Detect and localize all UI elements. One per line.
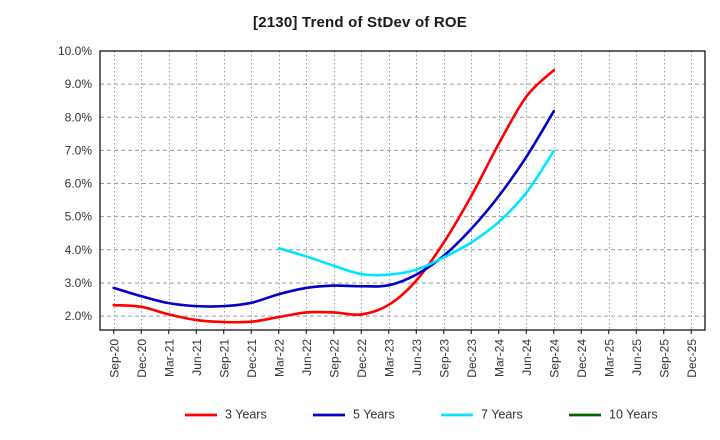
x-tick-label: Mar-22 [272, 339, 286, 377]
x-tick-label: Mar-24 [492, 339, 506, 377]
y-tick-label: 10.0% [58, 44, 92, 58]
plot-border [99, 50, 706, 331]
x-tick-label: Dec-24 [575, 339, 589, 378]
legend-label-5-years: 5 Years [353, 407, 395, 421]
y-tick-label: 5.0% [65, 210, 93, 224]
y-gridlines [100, 83, 705, 317]
legend-label-7-years: 7 Years [481, 407, 523, 421]
x-tick-label: Dec-23 [465, 339, 479, 378]
x-tick-label: Jun-23 [410, 339, 424, 376]
y-tick-label: 6.0% [65, 177, 93, 191]
y-tick-label: 4.0% [65, 243, 93, 257]
plot-background [100, 51, 705, 330]
y-tick-label: 8.0% [65, 110, 93, 124]
x-tick-label: Sep-22 [327, 339, 341, 378]
x-tick-label: Sep-23 [437, 339, 451, 378]
x-tick-label: Jun-24 [520, 339, 534, 376]
x-tick-label: Jun-22 [300, 339, 314, 376]
y-tick-label: 7.0% [65, 143, 93, 157]
x-tick-label: Sep-20 [107, 339, 121, 378]
y-axis-tick-labels: 2.0% 3.0% 4.0% 5.0% 6.0% 7.0% 8.0% 9.0% 10.0% [58, 44, 92, 323]
x-tick-label: Mar-25 [602, 339, 616, 377]
series-lines [112, 68, 556, 324]
legend-label-3-years: 3 Years [225, 407, 267, 421]
chart-title: [2130] Trend of StDev of ROE [253, 14, 467, 31]
series-line-5-years [112, 110, 556, 308]
x-tick-label: Sep-24 [547, 339, 561, 378]
legend-label-10-years: 10 Years [609, 407, 658, 421]
x-tick-label: Dec-20 [135, 339, 149, 378]
x-axis-tick-labels: Sep-20 Dec-20 Mar-21 Jun-21 Sep-21 Dec-21 Mar-… [107, 339, 699, 378]
x-axis-tick-marks [113, 330, 692, 334]
x-tick-label: Dec-25 [685, 339, 699, 378]
x-gridlines [114, 51, 692, 330]
chart-legend: 3 Years 5 Years 7 Years 10 Years [185, 407, 658, 421]
x-tick-label: Sep-25 [657, 339, 671, 378]
series-line-7-years [277, 149, 556, 277]
x-tick-label: Sep-21 [217, 339, 231, 378]
x-tick-label: Dec-22 [355, 339, 369, 378]
x-tick-label: Jun-25 [630, 339, 644, 376]
series-line-3-years [112, 68, 556, 324]
plot-frame [99, 50, 706, 331]
plot-area-background [100, 51, 705, 330]
y-tick-label: 9.0% [65, 77, 93, 91]
x-tick-label: Dec-21 [245, 339, 259, 378]
x-tick-label: Mar-23 [382, 339, 396, 377]
y-tick-label: 3.0% [65, 276, 93, 290]
x-tick-label: Jun-21 [190, 339, 204, 376]
x-tick-label: Mar-21 [162, 339, 176, 377]
y-tick-label: 2.0% [65, 309, 93, 323]
